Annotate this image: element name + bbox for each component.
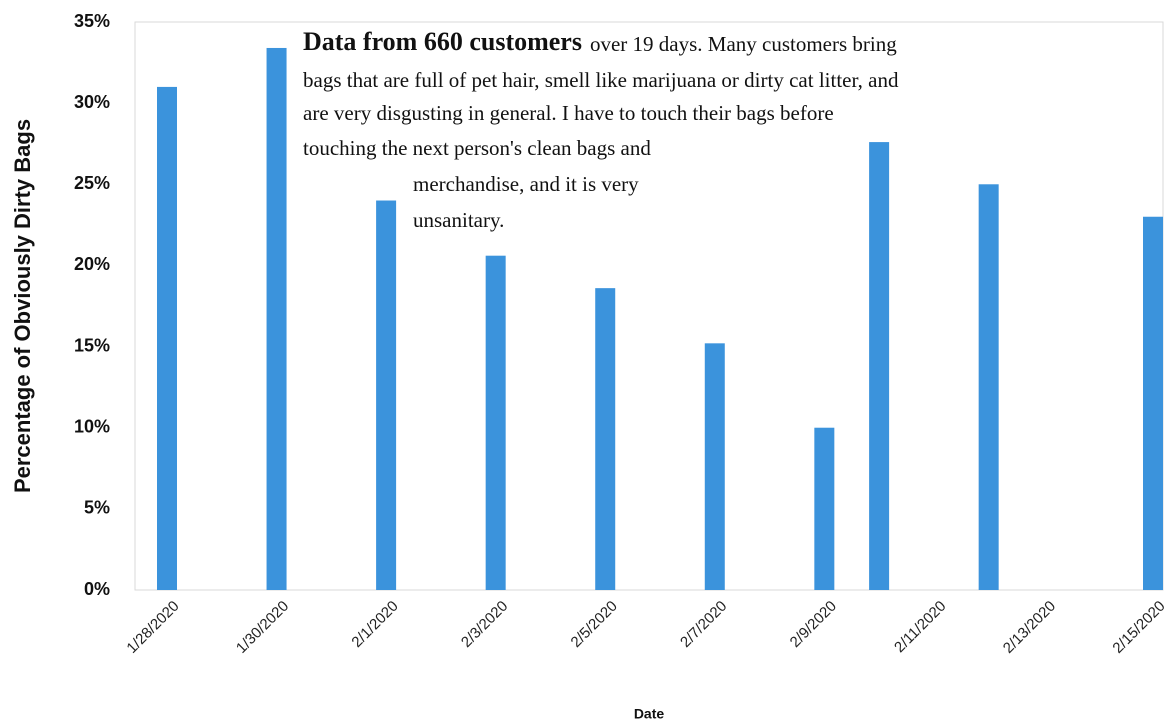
y-tick-label: 35% [74, 11, 110, 31]
annotation-line: touching the next person's clean bags an… [303, 136, 651, 160]
y-tick-label: 5% [84, 498, 110, 518]
x-tick-label: 2/9/2020 [787, 598, 840, 651]
x-tick-label: 2/13/2020 [1000, 598, 1059, 657]
y-tick-label: 0% [84, 579, 110, 599]
x-tick-label: 1/30/2020 [233, 598, 292, 657]
y-tick-label: 30% [74, 92, 110, 112]
y-tick-label: 10% [74, 416, 110, 436]
bar [157, 86, 177, 591]
annotation-line: bags that are full of pet hair, smell li… [303, 68, 899, 92]
x-tick-label: 1/28/2020 [123, 598, 182, 657]
annotation-line: merchandise, and it is very [413, 172, 639, 196]
y-tick-label: 25% [74, 173, 110, 193]
bar [814, 427, 835, 590]
annotation-line: over 19 days. Many customers bring [590, 32, 897, 56]
bar [485, 255, 506, 591]
bar [376, 200, 397, 590]
annotation-line: unsanitary. [413, 208, 504, 232]
annotation-bold: Data from 660 customers [303, 27, 582, 56]
bar [978, 184, 999, 591]
x-tick-label: 2/11/2020 [891, 598, 949, 656]
x-tick-label: 2/7/2020 [677, 598, 730, 651]
bar [704, 343, 725, 590]
bar [266, 47, 287, 591]
x-tick-label: 2/3/2020 [458, 598, 511, 651]
x-tick-label: 2/5/2020 [568, 598, 621, 651]
y-tick-label: 15% [74, 335, 110, 355]
x-tick-label: 2/15/2020 [1109, 598, 1165, 657]
x-tick-label: 2/1/2020 [348, 598, 401, 651]
annotation-line: are very disgusting in general. I have t… [303, 101, 834, 125]
x-axis-label: Date [634, 706, 665, 722]
bar [595, 288, 616, 590]
bar [1143, 216, 1163, 590]
y-axis-label: Percentage of Obviously Dirty Bags [10, 119, 35, 493]
y-tick-label: 20% [74, 254, 110, 274]
bar [869, 142, 890, 590]
